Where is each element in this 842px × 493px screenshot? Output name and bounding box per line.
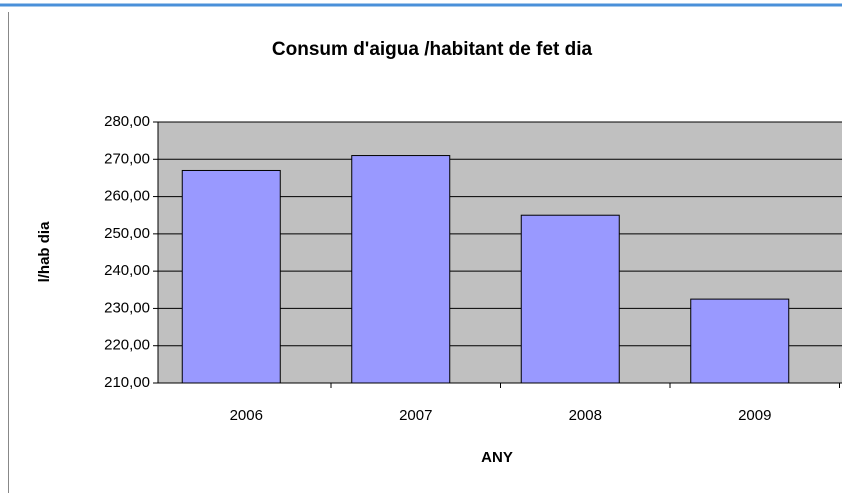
x-tick-label: 2006 [230, 407, 263, 424]
bar [351, 155, 451, 384]
y-tick-label: 220,00 [104, 337, 150, 354]
x-tick-label: 2007 [399, 407, 432, 424]
x-tick-label: 2008 [569, 407, 602, 424]
y-tick-label: 270,00 [104, 150, 150, 167]
y-tick-label: 260,00 [104, 188, 150, 205]
bar [690, 298, 790, 384]
y-tick-label: 250,00 [104, 225, 150, 242]
chart-title: Consum d'aigua /habitant de fet dia [272, 39, 593, 60]
x-axis-label: ANY [481, 449, 513, 466]
y-tick-label: 210,00 [104, 374, 150, 391]
bar [181, 169, 281, 384]
y-tick-label: 280,00 [104, 113, 150, 130]
x-tick-label: 2009 [738, 407, 771, 424]
y-axis-label: l/hab dia [36, 221, 53, 283]
y-tick-label: 240,00 [104, 262, 150, 279]
bar [520, 214, 620, 384]
y-tick-label: 230,00 [104, 299, 150, 316]
